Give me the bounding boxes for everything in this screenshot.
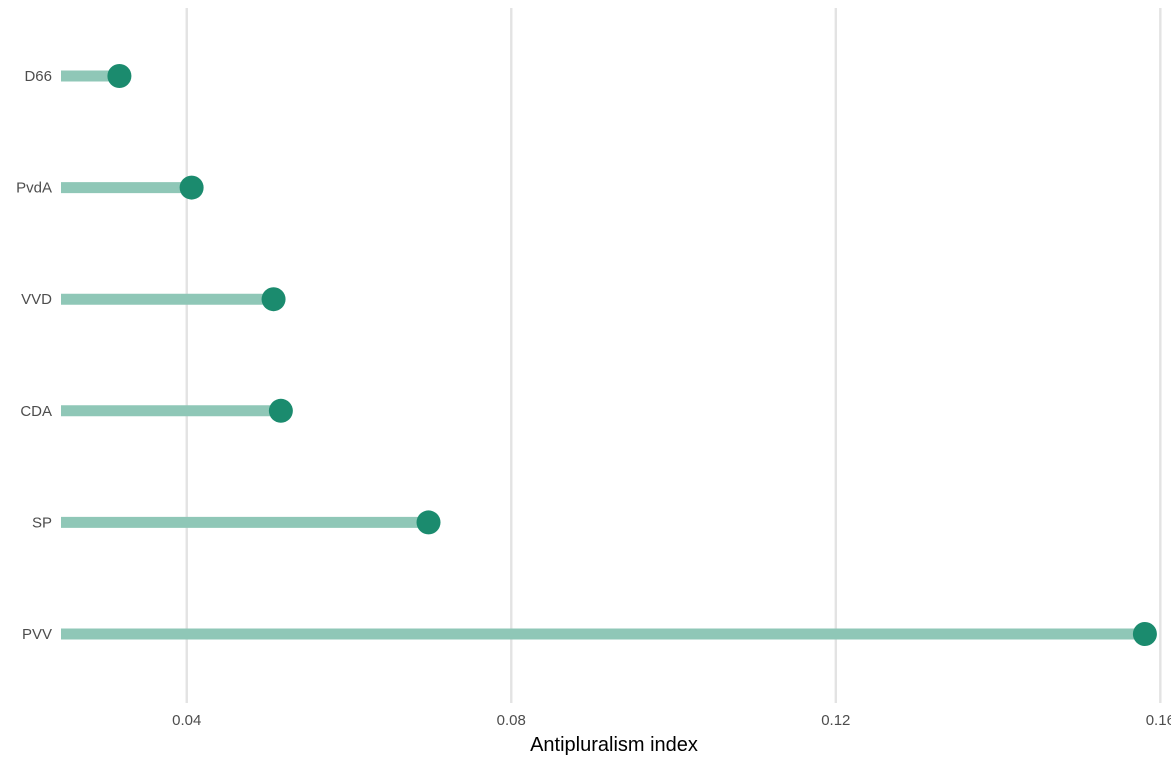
point-d66 xyxy=(107,64,132,88)
y-tick-label-pvv: PVV xyxy=(22,626,52,643)
point-sp xyxy=(416,510,441,535)
point-pvv xyxy=(1132,622,1157,646)
y-tick-labels: D66 PvdA VVD CDA SP PVV xyxy=(16,68,52,643)
gridlines xyxy=(185,8,1162,703)
y-tick-label-pvda: PvdA xyxy=(16,180,52,197)
x-tick-label: 0.16 xyxy=(1146,712,1171,729)
point-cda xyxy=(268,398,293,423)
x-tick-label: 0.08 xyxy=(497,712,526,729)
y-tick-label-vvd: VVD xyxy=(21,291,52,308)
y-tick-label-cda: CDA xyxy=(20,403,52,420)
point-vvd xyxy=(261,287,286,312)
points xyxy=(107,64,1157,646)
stems xyxy=(61,70,1145,640)
point-pvda xyxy=(179,175,204,200)
x-tick-label: 0.04 xyxy=(172,712,201,729)
y-tick-label-sp: SP xyxy=(32,514,52,531)
y-tick-label-d66: D66 xyxy=(24,68,52,85)
x-tick-labels: 0.04 0.08 0.12 0.16 xyxy=(172,712,1171,729)
x-tick-label: 0.12 xyxy=(821,712,850,729)
x-axis-title: Antipluralism index xyxy=(530,734,698,756)
